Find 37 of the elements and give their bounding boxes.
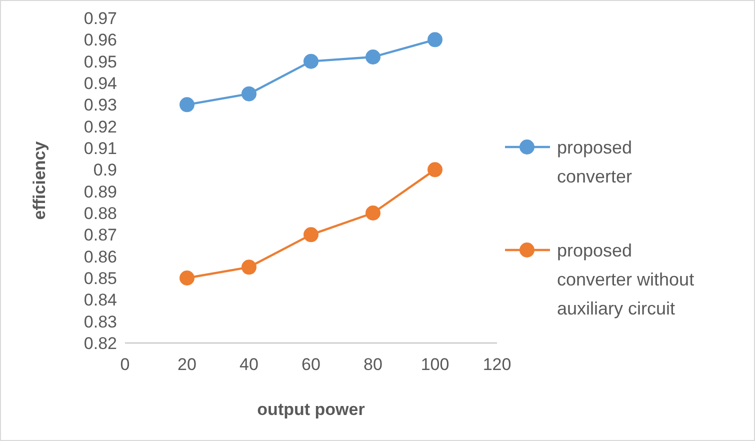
y-tick-label: 0.94	[84, 74, 117, 93]
y-tick-label: 0.83	[84, 312, 117, 332]
y-tick-label: 0.84	[84, 290, 117, 310]
point	[180, 97, 194, 112]
point	[242, 260, 256, 275]
x-tick-label: 100	[420, 355, 450, 374]
point	[304, 54, 318, 69]
y-tick-label: 0.96	[84, 30, 117, 50]
x-axis-title: output power	[257, 400, 366, 419]
y-tick-label: 0.92	[84, 117, 117, 136]
x-tick-label: 60	[302, 355, 320, 374]
x-tick-label: 80	[364, 355, 382, 374]
y-axis-title: efficiency	[30, 140, 49, 220]
point	[180, 270, 194, 286]
y-tick-label: 0.89	[84, 182, 117, 202]
point	[304, 227, 318, 242]
point	[366, 50, 380, 64]
y-tick-label: 0.91	[84, 138, 117, 158]
y-tick-label: 0.82	[84, 334, 117, 353]
point	[366, 206, 380, 220]
legend-label: proposed converter without auxiliary circuit	[557, 240, 694, 318]
point	[428, 32, 442, 48]
y-tick-label: 0.87	[84, 226, 117, 245]
y-tick-label: 0.95	[84, 52, 117, 72]
point	[242, 86, 256, 102]
x-tick-label: 40	[240, 355, 258, 374]
y-tick-label: 0.9	[93, 160, 117, 180]
x-tick-label: 0	[120, 355, 130, 374]
x-tick-label: 120	[482, 355, 512, 374]
legend-label: proposed converter	[557, 137, 632, 186]
point	[428, 162, 442, 178]
y-tick-label: 0.93	[84, 96, 117, 115]
y-tick-label: 0.97	[84, 8, 117, 28]
x-tick-label: 20	[178, 355, 196, 374]
y-tick-label: 0.86	[84, 247, 117, 266]
y-tick-label: 0.88	[84, 204, 117, 223]
y-tick-label: 0.85	[84, 268, 117, 288]
